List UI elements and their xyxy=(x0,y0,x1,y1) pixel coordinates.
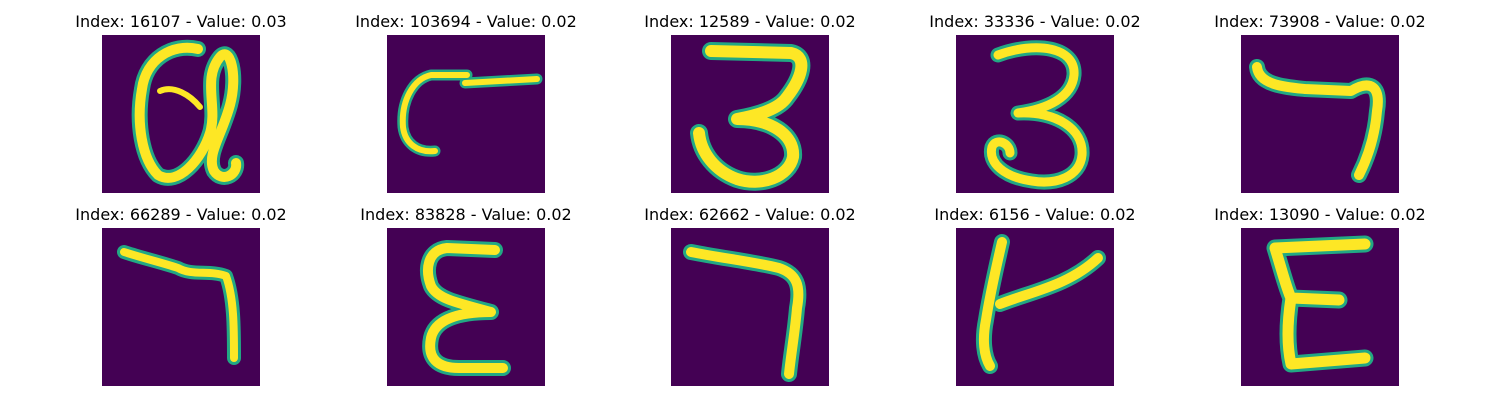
panel-8: Index: 62662 - Value: 0.02 xyxy=(644,206,856,386)
digit-image xyxy=(671,35,829,193)
panel-5: Index: 73908 - Value: 0.02 xyxy=(1214,13,1426,193)
panel-title: Index: 83828 - Value: 0.02 xyxy=(360,205,572,224)
panel-title: Index: 103694 - Value: 0.02 xyxy=(355,12,577,31)
digit-image xyxy=(1241,228,1399,386)
panel-title: Index: 62662 - Value: 0.02 xyxy=(644,205,856,224)
panel-title: Index: 6156 - Value: 0.02 xyxy=(934,205,1136,224)
panel-3: Index: 12589 - Value: 0.02 xyxy=(644,13,856,193)
panel-7: Index: 83828 - Value: 0.02 xyxy=(360,206,572,386)
panel-title: Index: 33336 - Value: 0.02 xyxy=(929,12,1141,31)
digit-image xyxy=(956,228,1114,386)
panel-4: Index: 33336 - Value: 0.02 xyxy=(929,13,1141,193)
digit-image xyxy=(102,35,260,193)
panel-title: Index: 66289 - Value: 0.02 xyxy=(75,205,287,224)
panel-6: Index: 66289 - Value: 0.02 xyxy=(75,206,287,386)
panel-title: Index: 13090 - Value: 0.02 xyxy=(1214,205,1426,224)
panel-2: Index: 103694 - Value: 0.02 xyxy=(355,13,577,193)
panel-title: Index: 73908 - Value: 0.02 xyxy=(1214,12,1426,31)
panel-title: Index: 12589 - Value: 0.02 xyxy=(644,12,856,31)
panel-10: Index: 13090 - Value: 0.02 xyxy=(1214,206,1426,386)
digit-image xyxy=(102,228,260,386)
panel-1: Index: 16107 - Value: 0.03 xyxy=(75,13,287,193)
digit-image xyxy=(671,228,829,386)
panel-9: Index: 6156 - Value: 0.02 xyxy=(934,206,1136,386)
digit-image xyxy=(387,228,545,386)
digit-image xyxy=(956,35,1114,193)
panel-title: Index: 16107 - Value: 0.03 xyxy=(75,12,287,31)
digit-image xyxy=(387,35,545,193)
digit-image xyxy=(1241,35,1399,193)
